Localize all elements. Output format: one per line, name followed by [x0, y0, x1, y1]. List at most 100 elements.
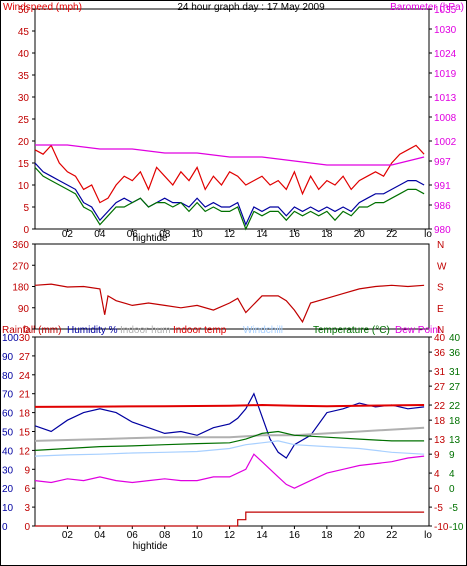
time-tick-label: 14 [256, 229, 268, 240]
time-tick-label: 12 [224, 229, 236, 240]
time-end-label: lo [424, 229, 432, 240]
wind-tick-label: 0 [23, 225, 29, 236]
temp-tick-label-right: 9 [449, 450, 455, 461]
dir-tick-label: 180 [12, 283, 29, 294]
series-wind_avg-line [34, 166, 425, 231]
time-tick-label: 18 [321, 229, 333, 240]
temp-tick-label-left: 31 [434, 367, 446, 378]
legend-indoor-temp: Indoor temp [173, 325, 227, 336]
series-temperature-line [34, 430, 425, 451]
rain-tick-label: 15 [19, 428, 31, 439]
legend-rainfall: Rainfall (mm) [2, 325, 61, 336]
time-tick-label: 02 [62, 530, 74, 541]
legend-temperature: Temperature (°C) [313, 325, 390, 336]
baro-tick-label: 1008 [434, 113, 457, 124]
series-indoor_temp-line [34, 403, 425, 408]
baro-tick-label: 986 [434, 201, 451, 212]
temp-tick-label-left: -10 [434, 522, 449, 533]
rain-tick-label: 30 [19, 333, 31, 344]
time-tick-label: 22 [386, 530, 398, 541]
panel2-frame [34, 243, 430, 330]
time-tick-label: 04 [94, 530, 106, 541]
compass-tick-label: W [437, 261, 447, 272]
wind-tick-label: 30 [18, 93, 30, 104]
time-tick-label: 08 [159, 229, 171, 240]
hum-tick-label: 80 [2, 371, 14, 382]
wind-tick-label: 25 [18, 115, 30, 126]
hum-tick-label: 50 [2, 428, 14, 439]
hum-tick-label: 100 [2, 333, 19, 344]
rain-tick-label: 24 [19, 371, 31, 382]
temp-tick-label-right: 18 [449, 416, 461, 427]
wind-tick-label: 35 [18, 71, 30, 82]
series-rainfall-line [35, 511, 425, 527]
time-tick-label: 12 [224, 530, 236, 541]
baro-tick-label: 997 [434, 157, 451, 168]
time-tick-label: 06 [127, 229, 139, 240]
time-tick-label: 10 [192, 229, 204, 240]
time-tick-label: 20 [354, 229, 366, 240]
rain-tick-label: 3 [24, 503, 30, 514]
legend-humidity: Humidity % [67, 325, 118, 336]
hum-tick-label: 70 [2, 390, 14, 401]
compass-tick-label: N [437, 240, 444, 251]
temp-tick-label-right: 27 [449, 382, 461, 393]
hum-tick-label: 20 [2, 484, 14, 495]
time-tick-label: 18 [321, 530, 333, 541]
dir-tick-label: 0 [23, 325, 29, 336]
hightide-label: hightide [133, 541, 168, 552]
temp-tick-label-right: 0 [449, 484, 455, 495]
hum-tick-label: 40 [2, 446, 14, 457]
temp-tick-label-left: -5 [434, 503, 443, 514]
temp-tick-label-right: -5 [449, 503, 458, 514]
temp-tick-label-left: 13 [434, 435, 446, 446]
temp-tick-label-right: 40 [449, 333, 461, 344]
series-dir-line [34, 283, 425, 324]
temp-tick-label-left: 27 [434, 382, 446, 393]
temp-tick-label-left: 4 [434, 469, 440, 480]
temp-tick-label-right: 22 [449, 401, 461, 412]
barometer-axis-label: Barometer (hPa) [390, 2, 464, 13]
hum-tick-label: 90 [2, 352, 14, 363]
temp-tick-label-right: 31 [449, 367, 461, 378]
time-tick-label: 20 [354, 530, 366, 541]
temp-tick-label-left: 9 [434, 450, 440, 461]
temp-tick-label-left: 18 [434, 416, 446, 427]
wind-tick-label: 50 [18, 5, 30, 16]
hum-tick-label: 0 [2, 522, 8, 533]
compass-tick-label: N [437, 325, 444, 336]
temp-tick-label-right: 13 [449, 435, 461, 446]
series-indoor_hum-line [34, 426, 425, 442]
time-tick-label: 02 [62, 229, 74, 240]
baro-tick-label: 1024 [434, 49, 457, 60]
temp-tick-label-right: -10 [449, 522, 464, 533]
rain-tick-label: 18 [19, 409, 31, 420]
hightide-label: hightide [133, 233, 168, 244]
baro-tick-label: 1002 [434, 137, 457, 148]
windspeed-axis-label: Windspeed (mph) [3, 2, 82, 13]
dir-tick-label: 270 [12, 261, 29, 272]
temp-tick-label-right: 36 [449, 348, 461, 359]
baro-tick-label: 1013 [434, 93, 457, 104]
chart-title: 24 hour graph day : 17 May 2009 [177, 2, 325, 13]
baro-tick-label: 1035 [434, 5, 457, 16]
baro-tick-label: 980 [434, 225, 451, 236]
temp-tick-label-left: 40 [434, 333, 446, 344]
time-tick-label: 10 [192, 530, 204, 541]
time-end-label: lo [424, 530, 432, 541]
hum-tick-label: 30 [2, 465, 14, 476]
baro-tick-label: 1019 [434, 69, 457, 80]
compass-tick-label: S [437, 283, 444, 294]
dir-tick-label: 360 [12, 240, 29, 251]
legend-indoor-hum: Indoor hum [120, 325, 171, 336]
rain-tick-label: 9 [24, 465, 30, 476]
baro-tick-label: 1030 [434, 25, 457, 36]
time-tick-label: 06 [127, 530, 139, 541]
series-windchill-line [34, 440, 425, 457]
rain-tick-label: 12 [19, 446, 31, 457]
series-wind-line [34, 144, 425, 204]
time-tick-label: 16 [289, 530, 301, 541]
temp-tick-label-left: 0 [434, 484, 440, 495]
